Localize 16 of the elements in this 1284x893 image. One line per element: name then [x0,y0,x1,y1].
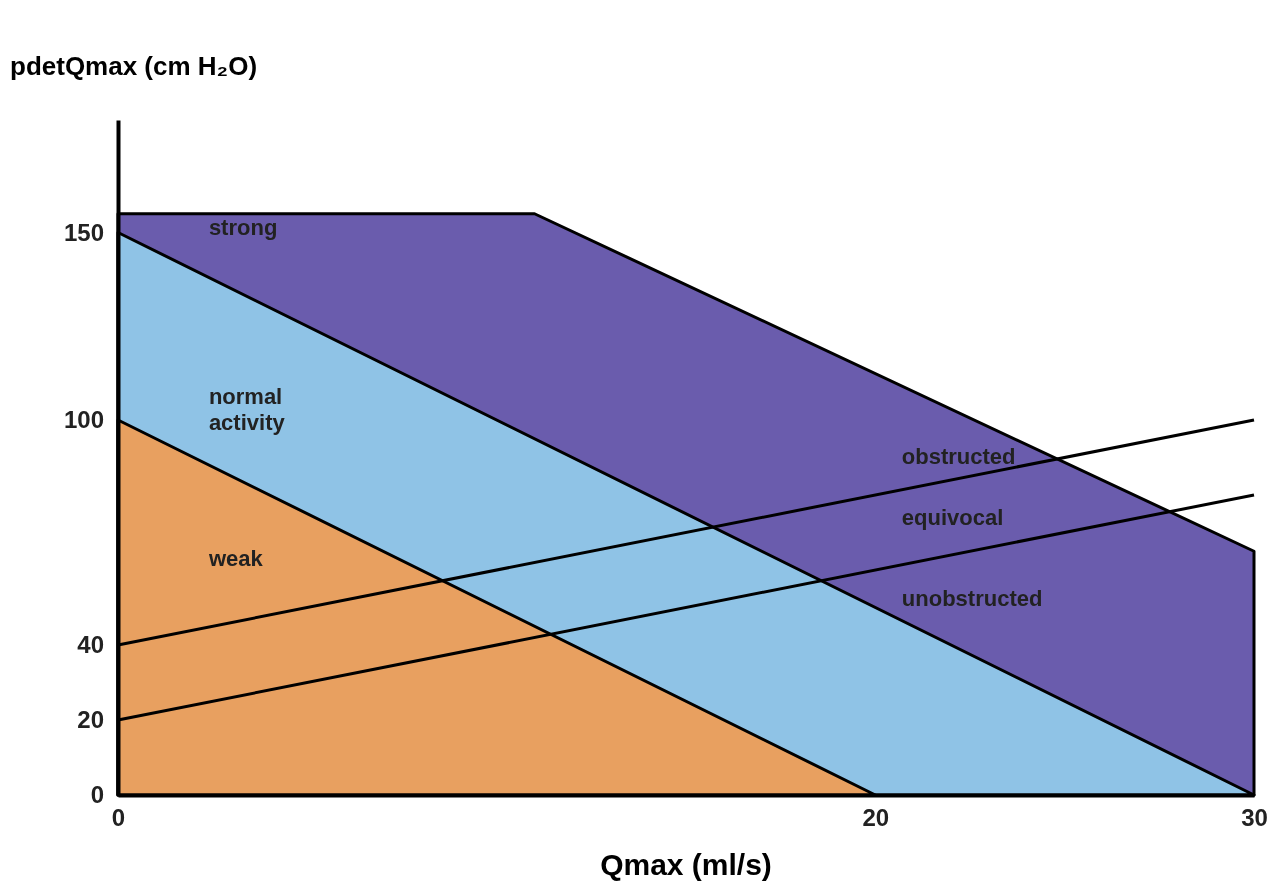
annotation: equivocal [901,505,1004,530]
y-tick-label: 100 [63,406,104,434]
x-axis-title: Qmax (ml/s) [600,848,772,881]
y-tick-label: 40 [77,631,104,659]
y-axis-title: pdetQmax (cm H₂O) [10,51,258,81]
y-tick-label: 20 [77,706,104,734]
annotation: unobstructed [901,586,1043,611]
x-tick-label: 30 [1241,804,1268,832]
annotation: strong [208,214,278,240]
annotation: normal activity [208,383,286,435]
annotation: weak [207,545,264,571]
annotation: obstructed [901,444,1016,470]
x-tick-label: 0 [111,804,126,832]
y-tick-label: 150 [63,218,104,246]
y-tick-label: 0 [90,781,104,809]
x-tick-label: 20 [862,804,890,832]
